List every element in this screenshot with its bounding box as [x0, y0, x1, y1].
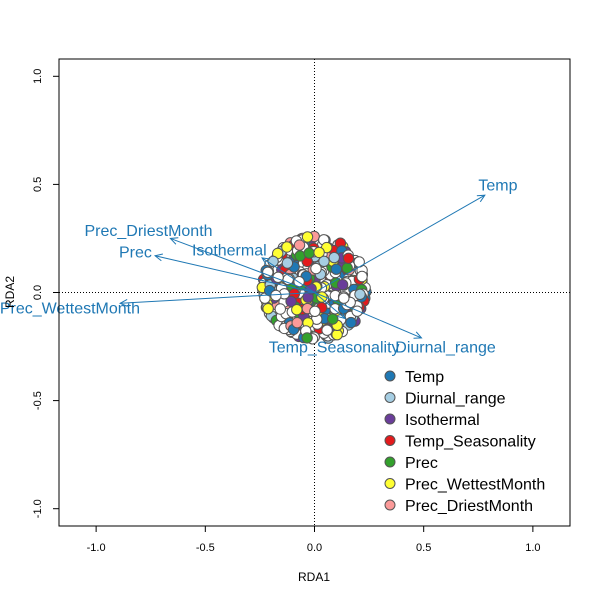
site-point [338, 292, 350, 304]
site-point [309, 305, 321, 317]
arrow-temp [314, 194, 486, 293]
legend-swatch [384, 392, 396, 403]
arrowhead [337, 310, 346, 320]
arrow-prec [154, 255, 315, 293]
biplot-arrows [118, 194, 486, 339]
legend-label: Prec [405, 455, 438, 472]
site-point [262, 303, 274, 315]
x-tick-label: 0.5 [416, 542, 431, 554]
site-point [262, 266, 274, 278]
legend-swatch [384, 478, 396, 489]
arrowhead [169, 237, 179, 245]
arrow-label: Prec_WettestMonth [0, 301, 140, 318]
legend-swatch [384, 499, 396, 511]
y-tick-label: 1.0 [32, 69, 44, 84]
site-point [331, 329, 343, 341]
arrowhead [153, 253, 163, 262]
legend-label: Diurnal_range [405, 391, 506, 408]
site-point [293, 239, 306, 251]
site-point [345, 316, 357, 329]
y-axis-label: RDA2 [3, 276, 17, 308]
arrow-label: Temp [478, 177, 517, 194]
legend-swatch [384, 413, 396, 425]
x-tick-label: 1.0 [525, 542, 540, 554]
site-point [330, 263, 342, 275]
site-point [321, 324, 333, 336]
arrow-isothermal [261, 257, 315, 293]
arrowhead [413, 331, 423, 339]
arrow-prec_driestmonth [170, 237, 315, 293]
y-tick-label: 0.0 [32, 285, 44, 300]
y-tick-label: -1.0 [32, 499, 44, 518]
y-tick-label: -0.5 [32, 391, 44, 410]
site-point [281, 241, 293, 253]
site-point [291, 317, 303, 329]
legend-label: Prec_WettestMonth [405, 477, 545, 494]
site-point [285, 295, 297, 308]
x-axis-label: RDA1 [298, 570, 330, 584]
legend-swatch [384, 370, 396, 382]
site-point [303, 247, 315, 259]
site-point [351, 305, 363, 317]
site-point [318, 255, 330, 267]
site-point [342, 252, 355, 264]
y-axis: -1.0 -0.5 0.0 0.5 1.0 [32, 69, 59, 518]
site-point [270, 289, 282, 302]
x-axis: -1.0 -0.5 0.0 0.5 1.0 [87, 526, 541, 554]
biplot-arrow-labels: Temp Diurnal_range Isothermal Temp_Seasonal… [0, 177, 518, 356]
arrow-prec_wettestmonth [120, 292, 315, 304]
arrow-diurnal_range [314, 292, 422, 339]
site-point [353, 256, 365, 268]
site-point [354, 288, 366, 300]
legend-label: Temp [405, 369, 444, 386]
site-point [301, 231, 314, 243]
legend-label: Temp_Seasonality [405, 434, 536, 451]
arrow-label: Temp_Seasonality [269, 340, 400, 357]
site-point [313, 246, 325, 259]
site-point [327, 313, 339, 325]
x-tick-label: -0.5 [196, 542, 215, 554]
arrow-label: Isothermal [192, 242, 267, 259]
x-tick-label: 0.0 [307, 542, 322, 554]
legend-label: Prec_DriestMonth [405, 498, 533, 515]
x-tick-label: -1.0 [87, 542, 106, 554]
legend: Temp Diurnal_range Isothermal Temp_Seasonal… [384, 369, 545, 515]
legend-swatch [384, 435, 396, 446]
arrow-label: Diurnal_range [395, 340, 496, 357]
site-point [281, 257, 294, 269]
site-point [291, 304, 303, 316]
arrowhead [261, 257, 271, 266]
y-tick-label: 0.5 [32, 177, 44, 192]
site-point [328, 251, 340, 264]
site-point [274, 303, 286, 315]
legend-label: Isothermal [405, 412, 480, 429]
site-point [336, 279, 349, 291]
site-point [301, 332, 313, 344]
arrowhead [476, 194, 486, 203]
arrowhead [118, 299, 128, 307]
site-point [356, 270, 368, 283]
site-points [256, 230, 372, 345]
arrow-label: Prec_DriestMonth [85, 223, 213, 240]
legend-swatch [384, 456, 396, 468]
site-point [310, 262, 322, 275]
arrow-label: Prec [119, 244, 152, 261]
arrow-temp_seasonality [314, 292, 346, 319]
